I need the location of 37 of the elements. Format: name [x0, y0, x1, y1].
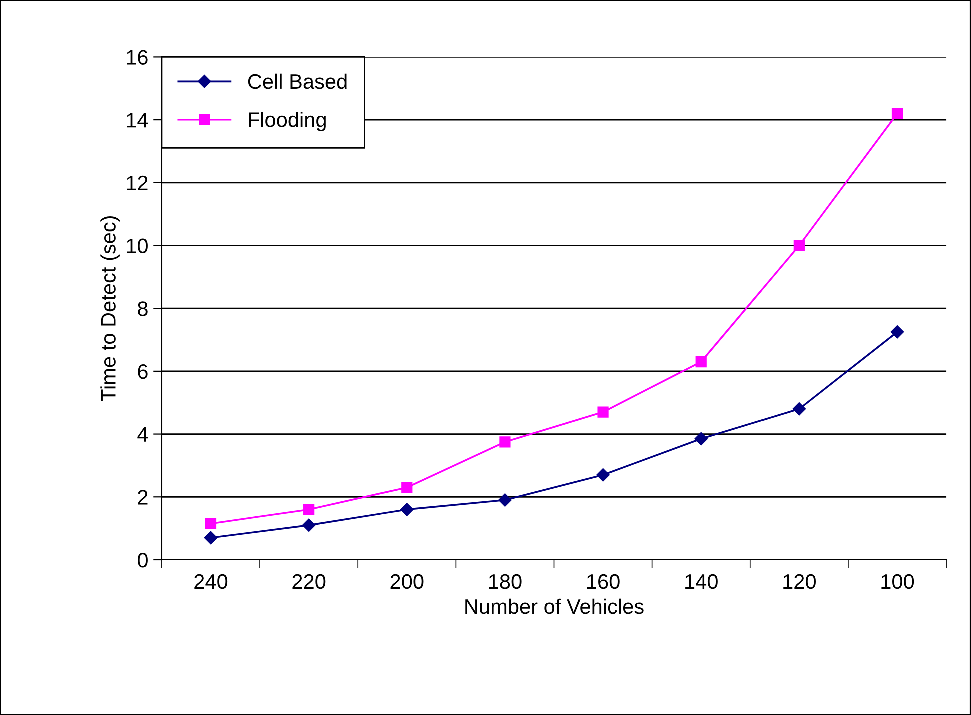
y-tick-label: 2 — [138, 490, 148, 505]
point — [204, 531, 218, 545]
y-axis-title: Time to Detect (sec) — [100, 216, 120, 402]
x-tick-label: 220 — [292, 574, 326, 590]
point — [304, 504, 315, 516]
point — [400, 503, 414, 516]
y-tick-label: 0 — [138, 552, 148, 568]
x-tick-label: 160 — [587, 574, 620, 590]
y-tick-label: 14 — [127, 113, 148, 128]
y-tick-label: 8 — [138, 302, 148, 316]
legend-label: Flooding — [249, 112, 326, 132]
y-tick-label: 6 — [138, 364, 148, 380]
point — [498, 494, 512, 507]
point — [596, 468, 610, 482]
x-tick-label: 200 — [390, 574, 424, 590]
x-tick-label: 100 — [882, 574, 914, 590]
x-tick-label: 240 — [194, 574, 228, 590]
x-tick-label: 140 — [686, 574, 718, 590]
point — [598, 406, 609, 418]
legend-label: Cell Based — [248, 74, 347, 90]
point — [792, 402, 806, 416]
point — [696, 356, 707, 368]
point — [302, 518, 316, 532]
y-tick-label: 4 — [138, 428, 148, 442]
point — [694, 432, 708, 446]
point — [794, 240, 805, 252]
point — [402, 482, 413, 494]
y-tick-label: 12 — [127, 176, 148, 190]
x-tick-label: 120 — [784, 574, 816, 590]
point — [892, 108, 904, 120]
y-tick-label: 16 — [127, 50, 148, 65]
x-axis-title: Number of Vehicles — [466, 598, 644, 614]
point — [890, 326, 904, 339]
point — [500, 436, 511, 448]
y-tick-label: 10 — [127, 238, 148, 254]
x-tick-label: 180 — [489, 574, 522, 590]
point — [205, 518, 217, 530]
